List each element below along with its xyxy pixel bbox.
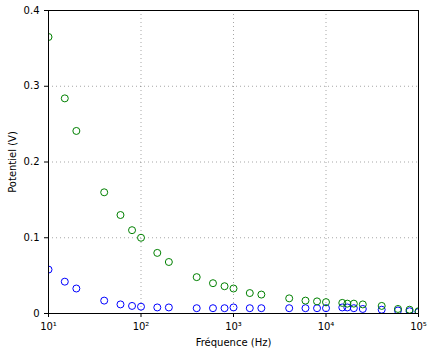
svg-text:10³: 10³	[225, 321, 242, 332]
svg-text:10²: 10²	[133, 321, 150, 332]
svg-text:0.2: 0.2	[24, 156, 40, 167]
svg-text:0.1: 0.1	[24, 232, 40, 243]
svg-text:Potentiel (V): Potentiel (V)	[7, 131, 18, 193]
svg-text:0.4: 0.4	[24, 5, 40, 16]
svg-text:0.3: 0.3	[24, 80, 40, 91]
svg-text:Fréquence (Hz): Fréquence (Hz)	[196, 337, 272, 348]
svg-text:0: 0	[33, 308, 39, 319]
svg-text:10¹: 10¹	[40, 321, 57, 332]
svg-text:10⁴: 10⁴	[318, 321, 335, 332]
svg-text:10⁵: 10⁵	[410, 321, 427, 332]
